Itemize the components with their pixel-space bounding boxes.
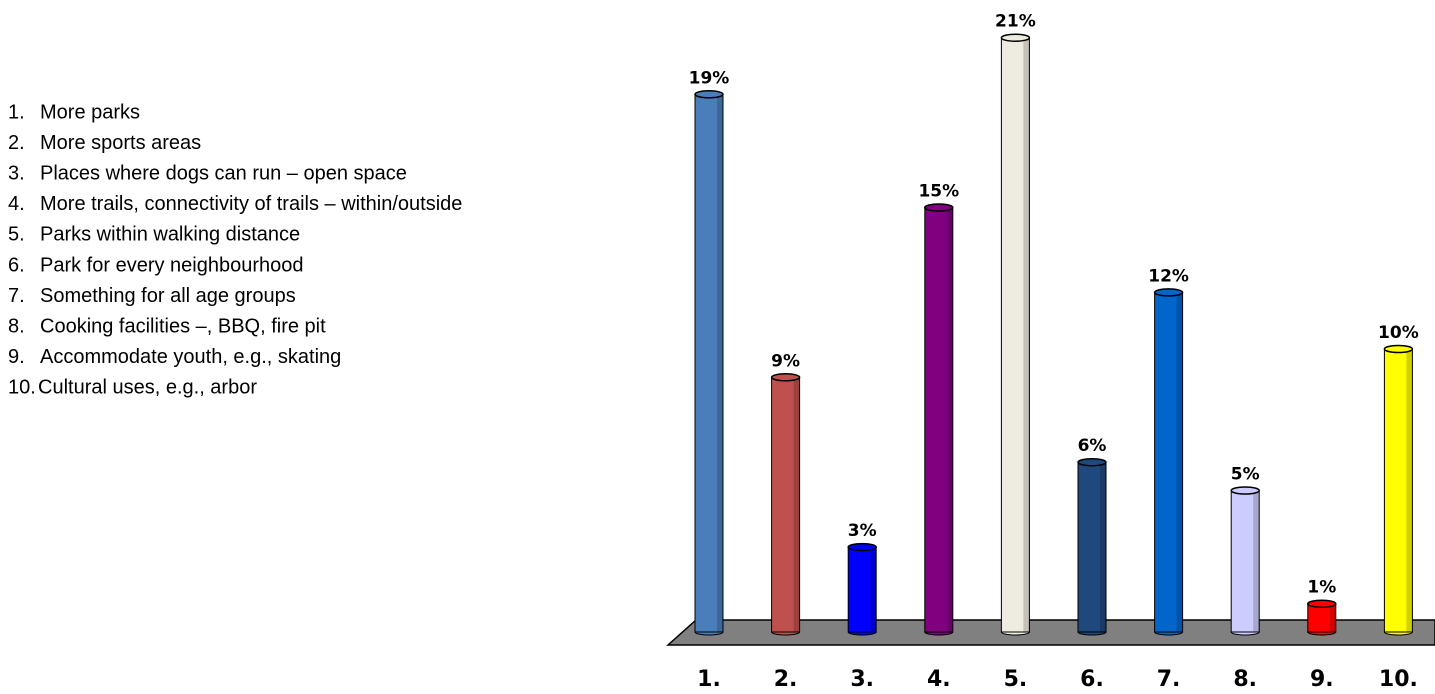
legend-number: 3. <box>8 162 25 184</box>
bar-top <box>1077 457 1107 467</box>
bar-top <box>1000 33 1031 42</box>
bar <box>924 207 954 633</box>
bar-shade <box>946 207 953 632</box>
value-label: 12% <box>1148 266 1189 286</box>
bar-top <box>1153 288 1184 297</box>
bar-shade <box>1406 349 1413 632</box>
x-tick-label: 5. <box>1004 667 1028 692</box>
legend-text: Cultural uses, e.g., arbor <box>38 377 257 399</box>
value-label: 3% <box>848 521 877 541</box>
x-tick-label: 8. <box>1233 667 1257 692</box>
legend-number: 7. <box>8 285 25 307</box>
bar-top <box>1230 486 1260 495</box>
value-label: 5% <box>1231 465 1260 485</box>
legend-number: 8. <box>8 315 25 337</box>
bar <box>847 546 877 633</box>
bar-shade <box>717 94 723 633</box>
bar-top <box>1307 599 1337 608</box>
bar-top <box>694 90 724 99</box>
bar-top <box>924 203 954 212</box>
legend-text: More parks <box>40 101 140 123</box>
legend-text: More trails, connectivity of trails – wi… <box>40 193 462 215</box>
bar-shade <box>1023 37 1030 632</box>
bar <box>1000 37 1030 633</box>
bar-shade <box>1100 462 1106 632</box>
bar-top <box>1383 344 1414 354</box>
legend-number: 6. <box>8 254 25 276</box>
value-label: 9% <box>771 351 800 371</box>
legend-number: 1. <box>8 101 25 123</box>
value-label: 21% <box>995 12 1036 32</box>
bar-shade <box>1329 603 1336 632</box>
legend-number: 10. <box>8 377 36 399</box>
bar <box>1230 490 1260 633</box>
legend-text: Park for every neighbourhood <box>40 254 304 276</box>
value-label: 1% <box>1307 578 1336 598</box>
bar <box>1307 603 1337 633</box>
bar-top <box>770 373 801 382</box>
x-tick-label: 4. <box>927 667 951 692</box>
legend-number: 2. <box>8 132 25 154</box>
x-tick-label: 7. <box>1157 667 1181 692</box>
x-tick-label: 2. <box>774 667 798 692</box>
value-label: 15% <box>918 182 959 202</box>
bar-shade <box>1176 292 1183 632</box>
value-label: 19% <box>689 68 730 88</box>
x-tick-label: 9. <box>1310 667 1334 692</box>
value-label: 10% <box>1378 323 1419 343</box>
bar-shade <box>1253 490 1260 632</box>
bar-shade <box>870 547 877 632</box>
legend-text: Places where dogs can run – open space <box>40 162 407 184</box>
bar-top <box>847 542 877 552</box>
bar <box>694 93 724 633</box>
bar <box>1154 291 1184 633</box>
x-tick-label: 6. <box>1080 667 1104 692</box>
bar <box>1383 348 1413 633</box>
legend-text: Accommodate youth, e.g., skating <box>40 346 341 368</box>
legend-text: Cooking facilities –, BBQ, fire pit <box>40 315 326 337</box>
legend-number: 5. <box>8 224 25 246</box>
x-tick-label: 1. <box>697 667 721 692</box>
x-tick-label: 3. <box>850 667 874 692</box>
x-tick-label: 10. <box>1379 667 1418 692</box>
legend-text: Parks within walking distance <box>40 224 300 246</box>
legend-text: More sports areas <box>40 132 201 154</box>
legend-number: 4. <box>8 193 25 215</box>
value-label: 6% <box>1078 436 1107 456</box>
legend-text: Something for all age groups <box>40 285 296 307</box>
bar-shade <box>793 377 800 632</box>
legend-number: 9. <box>8 346 25 368</box>
